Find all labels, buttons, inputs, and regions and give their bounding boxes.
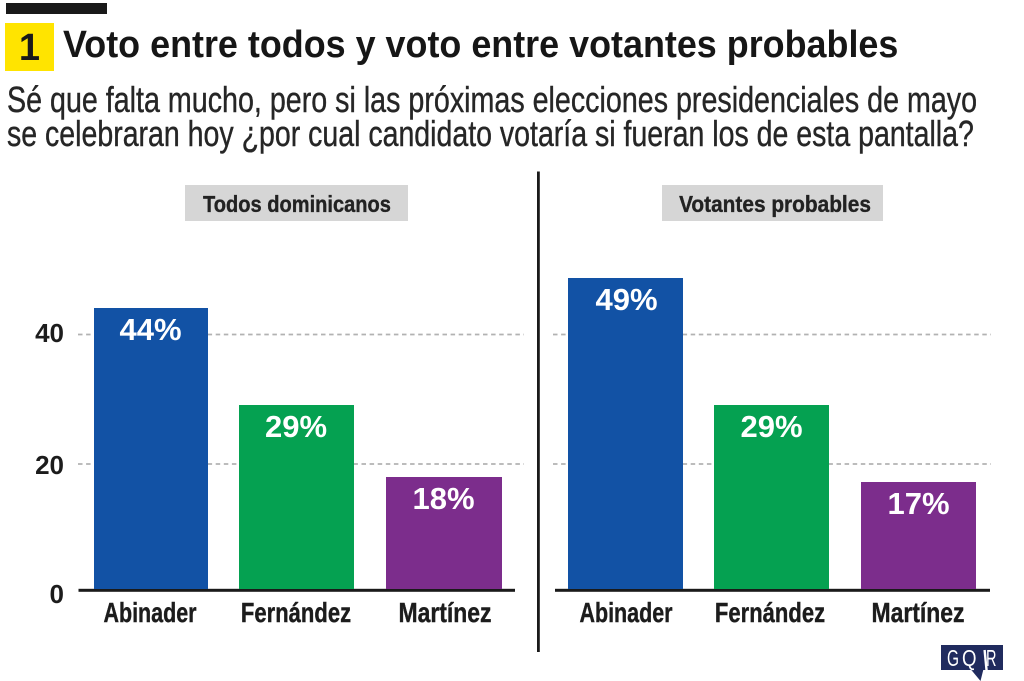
svg-text:Q: Q xyxy=(962,645,977,671)
svg-text:G: G xyxy=(947,645,959,671)
svg-text:R: R xyxy=(986,645,997,671)
